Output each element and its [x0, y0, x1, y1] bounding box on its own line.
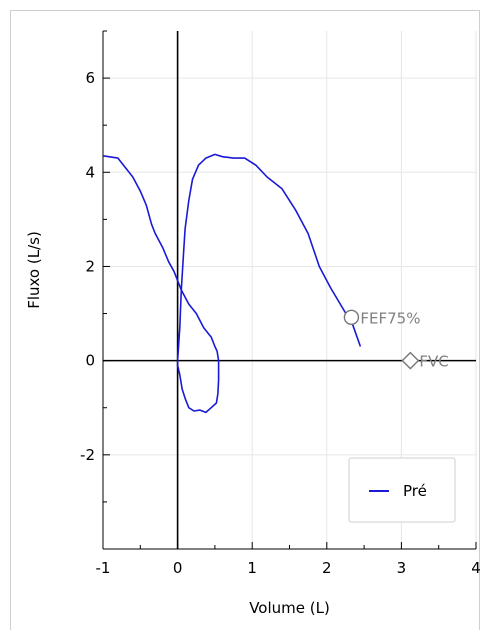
y-tick-label: 6	[85, 69, 95, 87]
ticks: -2 0 2 4 6 -1 0 1 2 3 4	[80, 30, 481, 577]
fef75-marker	[343, 309, 360, 326]
x-tick-label: 1	[247, 559, 257, 577]
x-tick-label: 3	[397, 559, 407, 577]
y-tick-label: 4	[85, 163, 95, 181]
x-axis-title: Volume (L)	[249, 599, 330, 617]
spirometry-chart: -2 0 2 4 6 -1 0 1 2 3 4 FEF75% FVC Volume (L) Fluxo…	[25, 30, 481, 617]
series-line-pre	[102, 155, 220, 414]
fef75-label: FEF75%	[360, 309, 420, 327]
x-tick-label: 0	[173, 559, 183, 577]
y-axis-title: Fluxo (L/s)	[25, 231, 43, 309]
series-line-pre	[176, 153, 362, 361]
fvc-marker	[401, 351, 420, 370]
fvc-label: FVC	[419, 353, 448, 371]
markers: FEF75% FVC	[343, 309, 449, 371]
y-tick-label: 0	[85, 352, 95, 370]
y-tick-label: -2	[80, 446, 95, 464]
legend: Pré	[348, 457, 456, 523]
series	[102, 153, 362, 414]
y-tick-label: 2	[85, 257, 95, 275]
grid	[102, 31, 477, 549]
x-tick-label: -1	[96, 559, 111, 577]
legend-label: Pré	[403, 482, 427, 500]
x-tick-label: 4	[471, 559, 481, 577]
legend-box	[348, 457, 456, 523]
x-tick-label: 2	[322, 559, 332, 577]
chart-panel: -2 0 2 4 6 -1 0 1 2 3 4 FEF75% FVC Volume (L) Fluxo…	[10, 10, 481, 630]
